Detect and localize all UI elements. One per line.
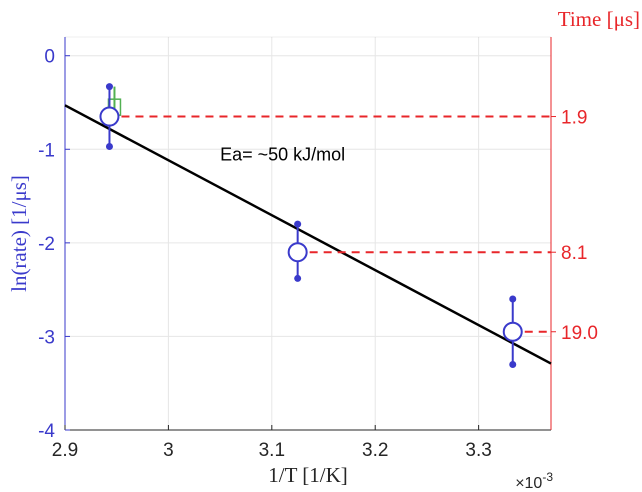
x-tick-label: 3.2 [362, 440, 388, 461]
y-tick-label: -1 [38, 140, 55, 161]
time-label: 1.9 [561, 108, 587, 129]
time-label: 8.1 [561, 243, 587, 264]
data-point [502, 321, 523, 342]
x-exponent: ×10-3 [515, 470, 553, 492]
data-point [99, 106, 120, 127]
x-tick-label: 2.9 [52, 440, 78, 461]
error-cap-lower [294, 274, 302, 282]
error-cap-lower [105, 142, 113, 150]
y-axis-label: ln(rate) [1/μs] [7, 175, 31, 292]
time-label: 19.0 [561, 323, 598, 344]
y-tick-label: -4 [38, 421, 55, 442]
y-tick-label: -3 [38, 327, 55, 348]
axes [64, 36, 556, 431]
x-tick-label: 3 [163, 440, 174, 461]
right-axis-title: Time [μs] [558, 7, 640, 31]
error-cap-upper [509, 295, 517, 303]
x-tick-label: 3.1 [259, 440, 285, 461]
error-cap-upper [105, 83, 113, 91]
plot-area [64, 83, 552, 368]
x-axis-label: 1/T [1/K] [268, 463, 348, 487]
fit-line [64, 104, 552, 365]
ea-annotation: Ea= ~50 kJ/mol [220, 145, 345, 165]
data-point [287, 242, 308, 263]
error-cap-lower [509, 361, 517, 368]
x-tick-label: 3.3 [465, 440, 491, 461]
error-cap-upper [294, 220, 302, 228]
labels: 2.9 3 3.1 3.2 3.3 0 -1 -2 -3 -4 1.9 8.1 19.0 Ea= ~50 … [7, 7, 640, 492]
y-tick-label: 0 [44, 47, 55, 68]
y-tick-label: -2 [38, 234, 55, 255]
